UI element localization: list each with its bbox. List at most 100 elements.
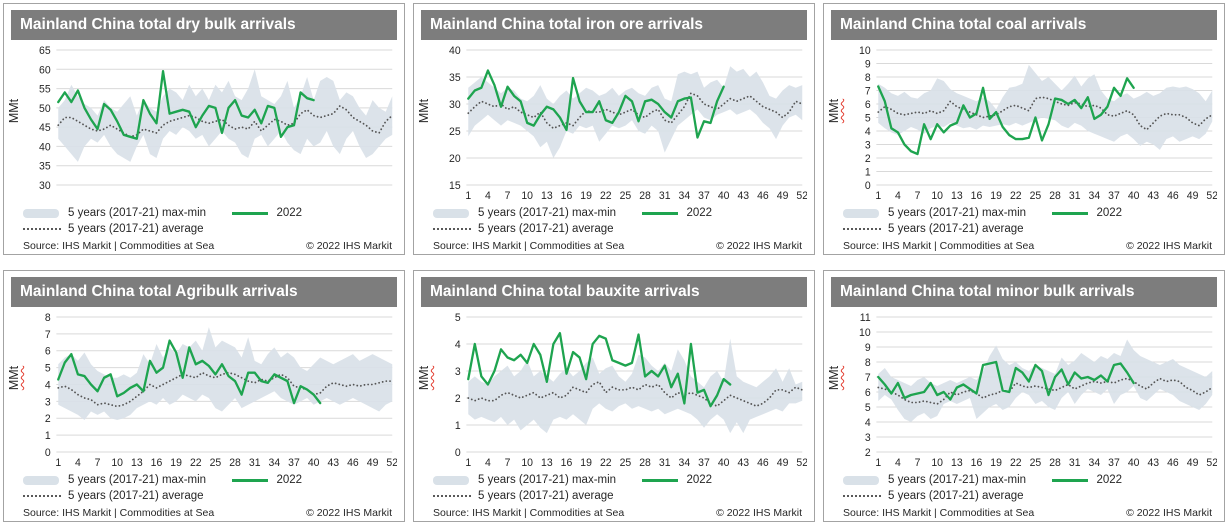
svg-text:7: 7 xyxy=(505,457,511,469)
svg-text:25: 25 xyxy=(449,126,461,138)
svg-text:16: 16 xyxy=(971,190,983,202)
chart-area: MMt 30 35 40 45 50 55 60 65 xyxy=(7,42,397,204)
line-swatch-icon xyxy=(232,211,269,215)
svg-text:45: 45 xyxy=(39,122,51,134)
svg-text:19: 19 xyxy=(580,190,592,202)
svg-text:46: 46 xyxy=(347,457,359,469)
copyright-text: © 2022 IHS Markit xyxy=(1126,507,1212,519)
svg-text:31: 31 xyxy=(659,457,671,469)
chart-title-bar: Mainland China total dry bulk arrivals xyxy=(11,10,397,40)
svg-text:7: 7 xyxy=(95,457,101,469)
legend-label-average: 5 years (2017-21) average xyxy=(478,223,614,235)
band-swatch-icon xyxy=(23,208,59,218)
chart-title-bar: Mainland China total iron ore arrivals xyxy=(421,10,807,40)
legend-label-average: 5 years (2017-21) average xyxy=(888,223,1024,235)
svg-text:34: 34 xyxy=(1089,457,1101,469)
svg-text:25: 25 xyxy=(210,457,222,469)
band-swatch-icon xyxy=(843,475,879,485)
svg-text:1: 1 xyxy=(865,166,871,178)
chart-area: MMt 0 1 2 3 4 5 1 4 7 10 13 16 19 22 25 28 31 34 37 40 43 46 4… xyxy=(417,309,807,471)
copyright-text: © 2022 IHS Markit xyxy=(716,240,802,252)
svg-text:1: 1 xyxy=(875,190,881,202)
copyright-text: © 2022 IHS Markit xyxy=(306,507,392,519)
svg-text:16: 16 xyxy=(561,457,573,469)
y-axis-label: MMt xyxy=(7,98,21,124)
dotted-swatch-icon xyxy=(433,495,471,497)
svg-text:34: 34 xyxy=(679,457,691,469)
legend-item-2022: 2022 xyxy=(642,474,712,486)
svg-text:49: 49 xyxy=(1187,457,1199,469)
svg-text:43: 43 xyxy=(1147,190,1159,202)
svg-text:3: 3 xyxy=(865,139,871,151)
chart-title-bar: Mainland China total Agribulk arrivals xyxy=(11,277,397,307)
svg-text:35: 35 xyxy=(449,72,461,84)
chart-panel-bauxite: Mainland China total bauxite arrivals MM… xyxy=(413,270,815,522)
svg-text:10: 10 xyxy=(859,327,871,339)
svg-text:1: 1 xyxy=(55,457,61,469)
svg-text:31: 31 xyxy=(1069,190,1081,202)
svg-text:49: 49 xyxy=(777,190,789,202)
svg-text:7: 7 xyxy=(915,457,921,469)
svg-text:19: 19 xyxy=(990,457,1002,469)
svg-text:22: 22 xyxy=(600,457,612,469)
svg-text:4: 4 xyxy=(45,379,51,391)
svg-text:22: 22 xyxy=(1010,190,1022,202)
source-text: Source: IHS Markit | Commodities at Sea xyxy=(843,240,1035,252)
svg-text:2: 2 xyxy=(45,413,51,425)
svg-text:3: 3 xyxy=(45,396,51,408)
chart-footer: Source: IHS Markit | Commodities at Sea … xyxy=(421,504,807,519)
svg-text:20: 20 xyxy=(449,153,461,165)
y-axis-label: MMt xyxy=(827,365,841,391)
svg-text:40: 40 xyxy=(39,141,51,153)
source-text: Source: IHS Markit | Commodities at Sea xyxy=(433,507,625,519)
svg-text:28: 28 xyxy=(639,190,651,202)
copyright-text: © 2022 IHS Markit xyxy=(716,507,802,519)
y-axis-label: MMt xyxy=(7,365,21,391)
legend-label-2022: 2022 xyxy=(276,207,303,219)
line-swatch-icon xyxy=(1052,211,1089,215)
dotted-swatch-icon xyxy=(23,228,61,230)
legend-item-maxmin: 5 years (2017-21) max-min xyxy=(23,207,232,219)
svg-text:52: 52 xyxy=(796,190,807,202)
svg-text:65: 65 xyxy=(39,45,51,57)
svg-text:37: 37 xyxy=(698,457,710,469)
y-axis-label: MMt xyxy=(417,365,431,391)
svg-text:34: 34 xyxy=(1089,190,1101,202)
svg-text:55: 55 xyxy=(39,83,51,95)
source-text: Source: IHS Markit | Commodities at Sea xyxy=(23,507,215,519)
legend-label-2022: 2022 xyxy=(1096,207,1123,219)
legend-item-average: 5 years (2017-21) average xyxy=(433,490,614,502)
chart-panel-iron-ore: Mainland China total iron ore arrivals M… xyxy=(413,3,815,255)
chart-legend: 5 years (2017-21) max-min 2022 5 years (… xyxy=(11,472,397,504)
legend-item-maxmin: 5 years (2017-21) max-min xyxy=(843,207,1052,219)
line-swatch-icon xyxy=(642,478,679,482)
svg-text:10: 10 xyxy=(931,190,943,202)
svg-text:6: 6 xyxy=(865,99,871,111)
svg-text:0: 0 xyxy=(45,447,51,459)
chart-area: MMt 15 20 25 30 35 40 1 4 7 10 13 16 19 22 25 28 31 34 37 4… xyxy=(417,42,807,204)
svg-text:49: 49 xyxy=(1187,190,1199,202)
line-swatch-icon xyxy=(232,478,269,482)
chart-title-bar: Mainland China total bauxite arrivals xyxy=(421,277,807,307)
chart-footer: Source: IHS Markit | Commodities at Sea … xyxy=(11,504,397,519)
dotted-swatch-icon xyxy=(433,228,471,230)
band-swatch-icon xyxy=(433,475,469,485)
legend-item-maxmin: 5 years (2017-21) max-min xyxy=(23,474,232,486)
svg-text:19: 19 xyxy=(990,190,1002,202)
legend-label-maxmin: 5 years (2017-21) max-min xyxy=(888,474,1027,486)
svg-text:52: 52 xyxy=(1206,190,1217,202)
svg-text:49: 49 xyxy=(367,457,379,469)
legend-item-average: 5 years (2017-21) average xyxy=(23,490,204,502)
chart-footer: Source: IHS Markit | Commodities at Sea … xyxy=(831,504,1217,519)
line-swatch-icon xyxy=(1052,478,1089,482)
legend-label-maxmin: 5 years (2017-21) max-min xyxy=(478,474,617,486)
svg-text:13: 13 xyxy=(951,457,963,469)
svg-text:7: 7 xyxy=(505,190,511,202)
chart-title: Mainland China total dry bulk arrivals xyxy=(20,16,296,33)
svg-text:4: 4 xyxy=(485,457,491,469)
chart-footer: Source: IHS Markit | Commodities at Sea … xyxy=(421,237,807,252)
svg-text:4: 4 xyxy=(485,190,491,202)
svg-text:1: 1 xyxy=(45,430,51,442)
